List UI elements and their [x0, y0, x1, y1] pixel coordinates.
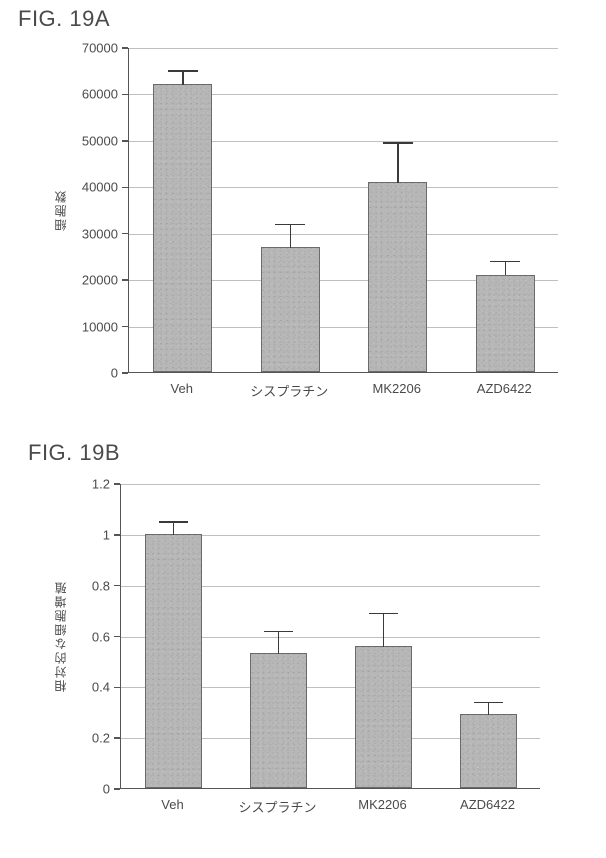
error-bar-cap [369, 613, 398, 615]
plot-area [120, 484, 540, 789]
ytick-mark [114, 636, 120, 638]
xtick-label: シスプラチン [250, 381, 328, 400]
bar [476, 275, 535, 373]
y-axis-label: 相対的な細胞増殖 [52, 484, 69, 789]
error-bar-stem [505, 262, 507, 276]
error-bar-stem [278, 631, 280, 654]
ytick-mark [122, 94, 128, 96]
error-bar-cap [275, 224, 305, 226]
error-bar-stem [383, 614, 385, 647]
error-bar-stem [290, 224, 292, 247]
bar [368, 182, 427, 372]
ytick-mark [122, 187, 128, 189]
error-bar-stem [488, 703, 490, 716]
gridline [129, 48, 558, 49]
error-bar-cap [159, 521, 188, 523]
error-bar-cap [168, 70, 198, 72]
figure-title-b: FIG. 19B [28, 440, 120, 466]
bar [460, 714, 518, 788]
xtick-label: MK2206 [373, 381, 421, 396]
ytick-mark [122, 372, 128, 374]
ytick-mark [122, 326, 128, 328]
xtick-label: AZD6422 [477, 381, 532, 396]
bar [261, 247, 320, 372]
xtick-label: シスプラチン [238, 797, 316, 816]
ytick-mark [114, 788, 120, 790]
error-bar-stem [173, 522, 175, 535]
error-bar-stem [182, 71, 184, 85]
error-bar-cap [474, 702, 503, 704]
ytick-mark [122, 47, 128, 49]
error-bar-cap [383, 142, 413, 144]
ytick-mark [114, 585, 120, 587]
bar [250, 653, 308, 788]
bar [355, 646, 413, 788]
plot-area [128, 48, 558, 373]
bar [145, 534, 203, 788]
error-bar-stem [397, 143, 399, 182]
error-bar-cap [490, 261, 520, 263]
chart-b-relative-growth: 00.20.40.60.811.2相対的な細胞増殖VehシスプラチンMK2206… [58, 476, 578, 846]
chart-a-cell-count: 010000200003000040000500006000070000細胞数V… [58, 40, 578, 430]
figure-title-a: FIG. 19A [18, 6, 110, 32]
ytick-mark [114, 687, 120, 689]
ytick-mark [114, 737, 120, 739]
xtick-label: AZD6422 [460, 797, 515, 812]
ytick-mark [122, 233, 128, 235]
xtick-label: Veh [171, 381, 193, 396]
bar [153, 84, 212, 372]
gridline [121, 484, 540, 485]
xtick-label: MK2206 [358, 797, 406, 812]
ytick-mark [114, 534, 120, 536]
ytick-mark [122, 140, 128, 142]
y-axis-label: 細胞数 [52, 48, 69, 373]
xtick-label: Veh [161, 797, 183, 812]
error-bar-cap [264, 631, 293, 633]
ytick-mark [114, 483, 120, 485]
ytick-mark [122, 279, 128, 281]
